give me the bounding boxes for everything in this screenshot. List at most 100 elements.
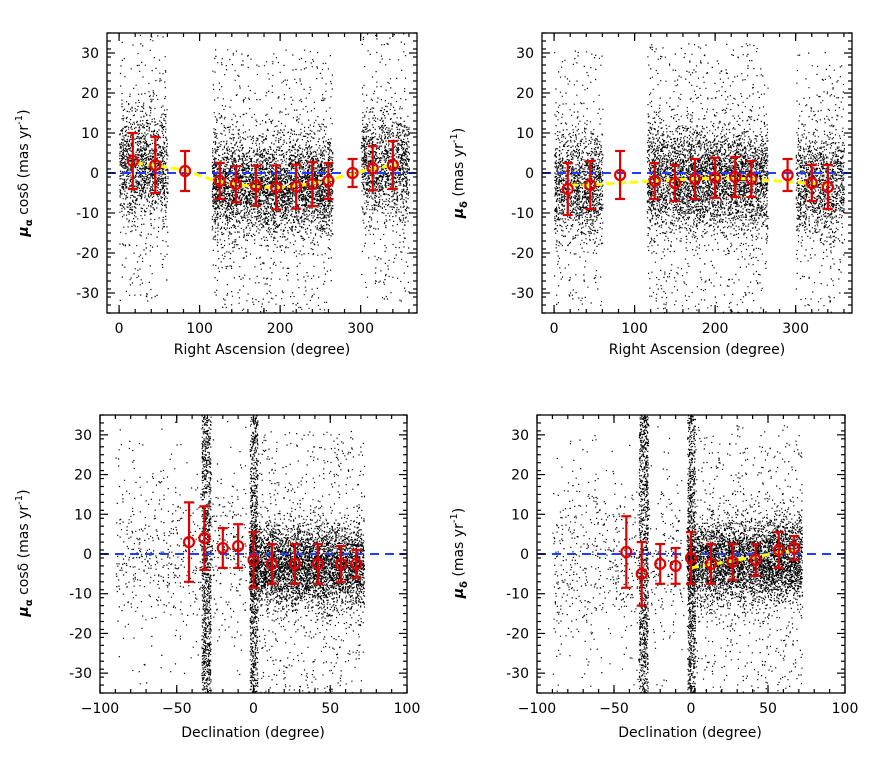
mean-circle bbox=[247, 553, 260, 567]
x-tick-label: 0 bbox=[115, 321, 124, 337]
y-tick-label: 20 bbox=[81, 86, 99, 102]
mean-circle bbox=[788, 541, 801, 555]
mean-point bbox=[654, 542, 667, 585]
y-tick-label: 10 bbox=[516, 126, 534, 142]
y-tick-label: -30 bbox=[69, 666, 92, 682]
mean-circle bbox=[726, 555, 739, 569]
mean-point bbox=[668, 163, 681, 203]
mean-point bbox=[179, 149, 192, 193]
mean-circle bbox=[749, 553, 762, 567]
mean-markers bbox=[620, 515, 801, 607]
y-tick-label: -10 bbox=[69, 587, 92, 603]
x-tick-label: −100 bbox=[518, 701, 556, 717]
mean-point bbox=[126, 131, 139, 191]
mean-point bbox=[669, 546, 682, 585]
y-tick-label: -30 bbox=[511, 286, 534, 302]
y-tick-label: -10 bbox=[506, 587, 529, 603]
mean-circle bbox=[561, 182, 574, 196]
mean-point bbox=[306, 161, 319, 208]
mean-point bbox=[269, 164, 283, 211]
mean-point bbox=[350, 548, 363, 579]
x-tick-label: 100 bbox=[832, 701, 859, 717]
mean-circle bbox=[584, 178, 597, 192]
mean-point bbox=[749, 542, 762, 577]
mean-circle bbox=[684, 551, 698, 565]
scatter-dots bbox=[119, 33, 411, 313]
x-tick-label: 300 bbox=[347, 321, 374, 337]
y-tick-label: 30 bbox=[516, 46, 534, 62]
mean-point bbox=[149, 135, 162, 195]
mean-point bbox=[265, 542, 279, 585]
panel-top-right: 0 100 200 300 -30 -20 -10 0 10 20 30 Right Ascensio… bbox=[449, 32, 853, 358]
mean-circle bbox=[346, 166, 359, 180]
x-tick-label: −100 bbox=[81, 701, 119, 717]
x-tick-label: 300 bbox=[782, 321, 809, 337]
scatter-dots bbox=[115, 415, 366, 693]
mean-circle bbox=[306, 178, 319, 191]
mean-point bbox=[229, 165, 242, 204]
y-tick-label: 10 bbox=[81, 126, 99, 142]
mean-markers bbox=[182, 501, 363, 589]
mean-circle bbox=[216, 541, 229, 555]
y-tick-label: 10 bbox=[511, 507, 529, 523]
mean-circle bbox=[288, 557, 302, 571]
scatter-points bbox=[119, 33, 411, 313]
mean-point bbox=[704, 542, 718, 585]
mean-circle bbox=[709, 171, 722, 184]
mean-point bbox=[709, 156, 722, 199]
mean-point bbox=[726, 542, 739, 581]
mean-point bbox=[247, 531, 260, 589]
mean-point bbox=[198, 505, 211, 571]
mean-circle bbox=[805, 176, 818, 190]
mean-circle bbox=[126, 154, 139, 168]
mean-circle bbox=[688, 172, 702, 186]
mean-circle bbox=[149, 158, 162, 172]
y-tick-label: 30 bbox=[74, 428, 92, 444]
mean-circle bbox=[669, 559, 682, 573]
mean-circle bbox=[232, 539, 245, 553]
mean-circle bbox=[635, 567, 648, 580]
x-axis-title: Declination (degree) bbox=[181, 725, 325, 741]
mean-point bbox=[561, 161, 574, 217]
y-tick-label: 0 bbox=[90, 166, 99, 182]
panel-bottom-left: −100 −50 0 50 100 -30 -20 -10 0 10 20 30 Declination… bbox=[14, 414, 421, 741]
mean-circle bbox=[311, 557, 325, 571]
mean-circle bbox=[334, 557, 348, 571]
y-tick-label: 0 bbox=[520, 547, 529, 563]
mean-point bbox=[386, 139, 399, 191]
mean-circle bbox=[704, 557, 718, 571]
x-tick-label: 100 bbox=[394, 701, 421, 717]
mean-point bbox=[688, 157, 702, 201]
mean-point bbox=[805, 163, 818, 203]
x-tick-label: 50 bbox=[759, 701, 777, 717]
mean-point bbox=[288, 542, 302, 585]
scatter-points bbox=[115, 415, 366, 693]
mean-point bbox=[311, 542, 325, 585]
y-tick-label: -30 bbox=[506, 666, 529, 682]
x-tick-label: 0 bbox=[249, 701, 258, 717]
x-tick-label: −50 bbox=[599, 701, 629, 717]
y-tick-label: -20 bbox=[76, 246, 99, 262]
mean-circle bbox=[182, 535, 196, 549]
y-tick-label: 10 bbox=[74, 507, 92, 523]
y-tick-label: 20 bbox=[511, 468, 529, 484]
x-tick-label: 100 bbox=[186, 321, 213, 337]
y-axis-title: μα cosδ (mas yr-1) bbox=[14, 489, 35, 617]
y-tick-label: 20 bbox=[74, 468, 92, 484]
mean-circle bbox=[229, 178, 242, 191]
mean-point bbox=[635, 540, 648, 607]
mean-point bbox=[788, 535, 801, 562]
x-tick-label: −50 bbox=[162, 701, 192, 717]
mean-point bbox=[781, 157, 794, 193]
mean-point bbox=[290, 163, 303, 210]
mean-circle bbox=[290, 180, 303, 193]
mean-circle bbox=[648, 174, 661, 188]
x-tick-label: 0 bbox=[687, 701, 696, 717]
y-axis-title: μα cosδ (mas yr-1) bbox=[14, 109, 35, 237]
mean-circle bbox=[386, 158, 399, 172]
mean-circle bbox=[322, 174, 335, 188]
mean-circle bbox=[198, 532, 211, 545]
mean-point bbox=[213, 161, 226, 201]
mean-point bbox=[729, 155, 742, 199]
